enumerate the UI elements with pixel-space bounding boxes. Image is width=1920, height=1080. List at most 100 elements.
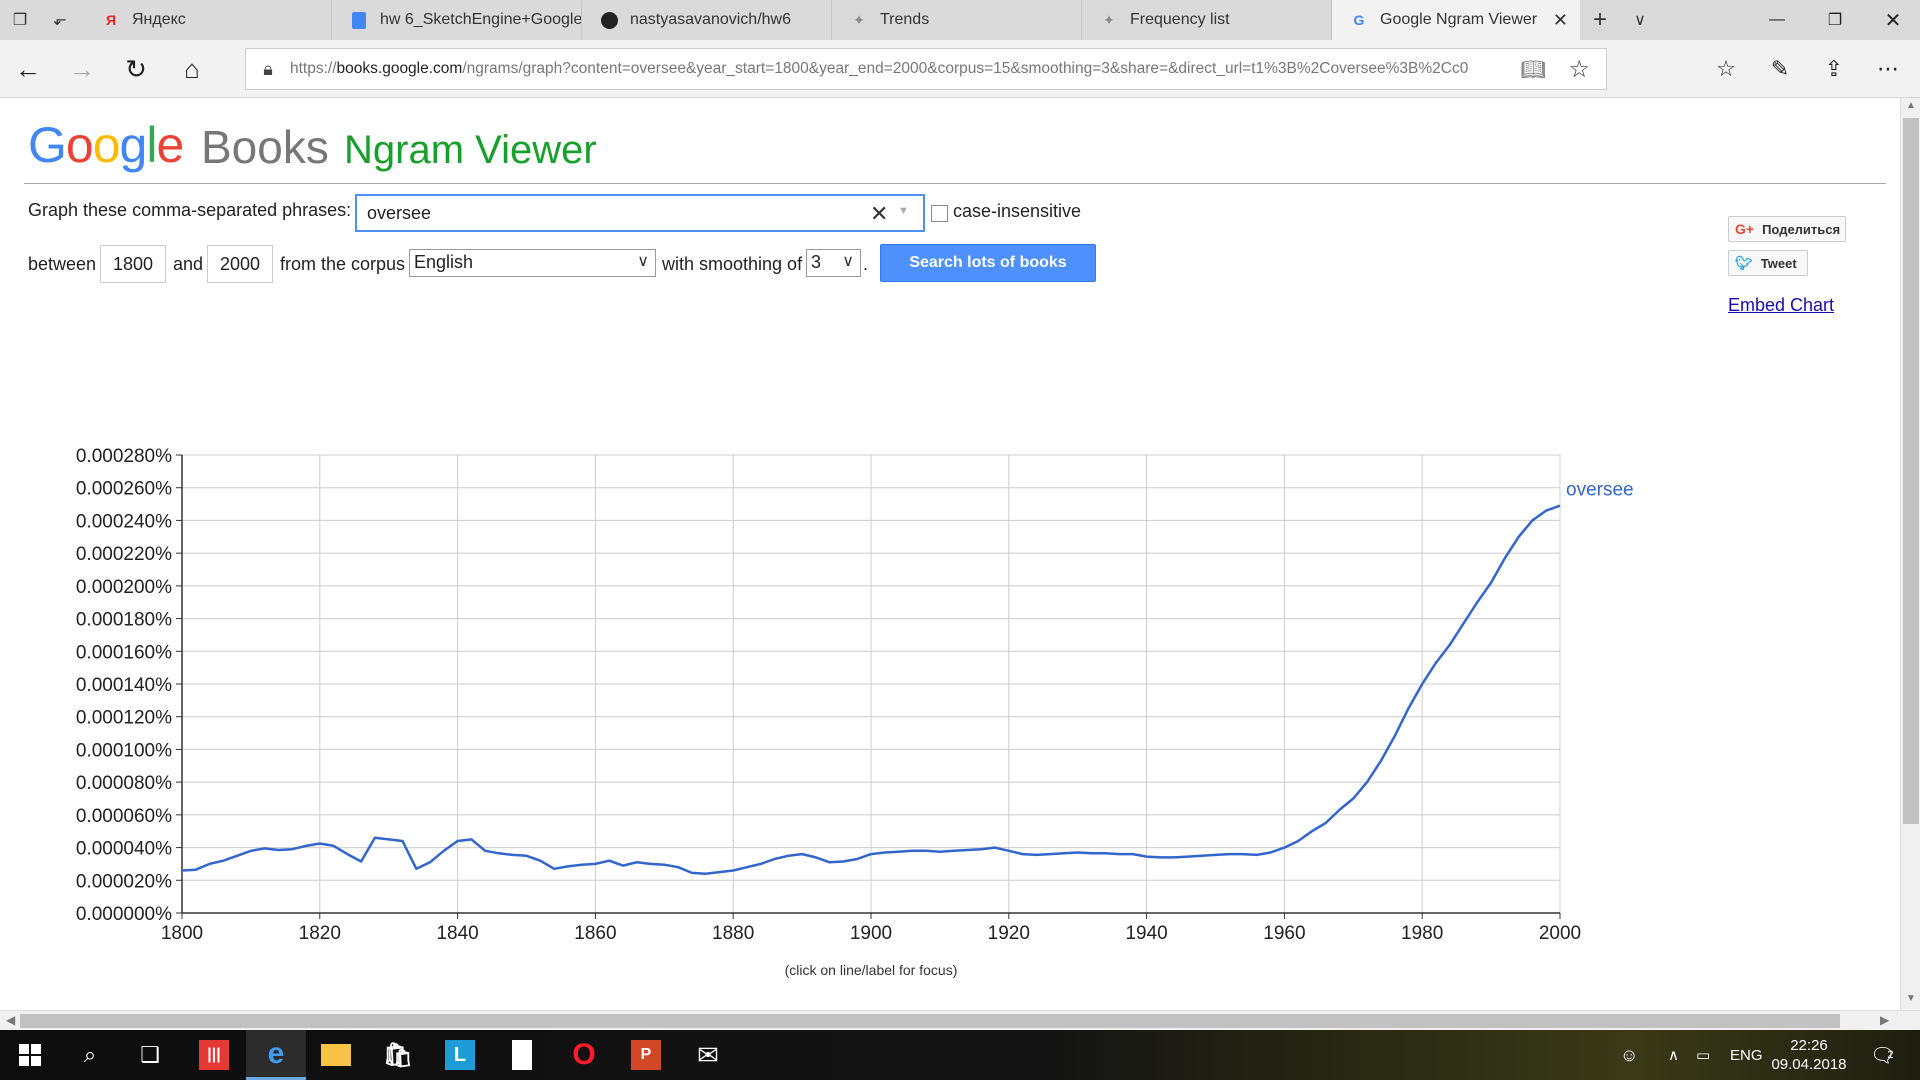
language-indicator[interactable]: ENG [1730, 1046, 1763, 1064]
clock-time: 22:26 [1790, 1037, 1828, 1054]
tweet-label: Tweet [1760, 255, 1797, 271]
corpus-select[interactable]: English ∨ [409, 249, 656, 277]
tab-ngram-viewer[interactable]: G Google Ngram Viewer ✕ [1332, 0, 1580, 40]
x-tick-label: 1880 [712, 923, 754, 944]
tab-manager-icon[interactable]: ❐ [12, 12, 28, 29]
windows-start-icon[interactable] [0, 1030, 60, 1080]
smoothing-select[interactable]: 3 ∨ [806, 249, 861, 277]
docs-icon [350, 11, 368, 29]
y-tick-label: 0.000220% [76, 544, 172, 565]
people-icon[interactable]: ☺ [1620, 1044, 1639, 1065]
tab-trends[interactable]: ✦ Trends [832, 0, 1082, 40]
new-tab-icon[interactable]: + [1592, 6, 1607, 33]
forward-icon[interactable]: → [69, 53, 95, 84]
scroll-down-icon[interactable]: ▼ [1906, 993, 1916, 1004]
search-icon[interactable]: ⌕ [83, 1042, 97, 1067]
restore-icon[interactable]: ❐ [1827, 12, 1843, 29]
google-icon: G [1353, 12, 1365, 28]
tab-label: hw 6_SketchEngine+Google [380, 11, 582, 28]
tab-github[interactable]: nastyasavanovich/hw6 [582, 0, 832, 40]
store-icon[interactable]: 🛍︎ [382, 1041, 414, 1069]
case-insensitive-checkbox[interactable] [931, 205, 948, 222]
share-label: Поделиться [1762, 221, 1841, 237]
corpus-label: from the corpus [280, 254, 406, 274]
url-field[interactable]: 🔒︎ https://books.google.com/ngrams/graph… [245, 48, 1607, 90]
y-tick-label: 0.000020% [76, 871, 172, 892]
notification-icon[interactable]: 🗨︎ 2 [1870, 1044, 1896, 1067]
y-tick-label: 0.000200% [76, 577, 172, 598]
logo-letter: G [28, 117, 67, 173]
chevron-down-icon: ∨ [637, 253, 649, 270]
google-logo[interactable]: Google [28, 116, 184, 174]
opera-icon[interactable]: O [572, 1038, 596, 1071]
favorite-star-icon[interactable]: ☆ [1568, 55, 1590, 83]
battery-icon[interactable]: ▭ [1696, 1047, 1711, 1064]
y-tick-label: 0.000100% [76, 740, 172, 761]
home-icon[interactable]: ⌂ [184, 53, 200, 84]
search-button[interactable]: Search lots of books [880, 244, 1096, 282]
app-red-icon[interactable]: ||| [184, 1030, 244, 1080]
trends-icon: ✦ [853, 11, 865, 28]
lingualeo-icon[interactable]: L [430, 1030, 490, 1080]
chevron-down-icon: ∨ [842, 253, 854, 270]
document-icon[interactable] [492, 1030, 552, 1080]
vertical-scrollbar[interactable]: ▲ ▼ [1900, 98, 1920, 1010]
task-view-icon[interactable]: ❑ [140, 1042, 160, 1067]
tab-sketchengine-doc[interactable]: hw 6_SketchEngine+Google [332, 0, 582, 40]
between-label: between [28, 254, 97, 274]
pen-icon[interactable]: ✎ [1770, 56, 1790, 81]
scroll-up-icon[interactable]: ▲ [1906, 100, 1916, 111]
chart-note: (click on line/label for focus) [785, 962, 958, 978]
embed-chart-link[interactable]: Embed Chart [1728, 295, 1835, 315]
x-tick-label: 1980 [1401, 923, 1443, 944]
tweet-button[interactable]: 🐦︎ Tweet [1728, 250, 1808, 276]
file-explorer-icon[interactable] [306, 1030, 366, 1080]
window-close-icon[interactable]: ✕ [1884, 9, 1902, 32]
y-tick-label: 0.000120% [76, 708, 172, 729]
back-icon[interactable]: ← [15, 53, 41, 84]
tabs-aside-icon[interactable]: ⬐ [53, 12, 67, 29]
tab-bar: ❐ ⬐ Я Яндекс hw 6_SketchEngine+Google na… [0, 0, 1920, 40]
powerpoint-icon[interactable]: P [616, 1030, 676, 1080]
series-label[interactable]: oversee [1566, 480, 1634, 501]
refresh-icon[interactable]: ↻ [125, 53, 147, 84]
clear-icon[interactable]: ✕ [870, 201, 889, 226]
mail-icon[interactable]: ✉ [697, 1039, 719, 1070]
x-tick-label: 2000 [1539, 923, 1581, 944]
ngram-chart[interactable]: 0.000000% 0.000020% 0.000040% 0.000060% 0.00… [0, 338, 1700, 978]
close-icon[interactable]: ✕ [1552, 9, 1568, 30]
query-input[interactable]: oversee [355, 194, 925, 232]
chevron-up-icon[interactable]: ∧ [1668, 1047, 1679, 1064]
dropdown-arrow-icon[interactable]: ▼ [898, 205, 909, 217]
y-tick-label: 0.000060% [76, 806, 172, 827]
tab-yandex[interactable]: Я Яндекс [84, 0, 332, 40]
edge-icon[interactable]: e [246, 1030, 306, 1080]
gplus-share-button[interactable]: G+ Поделиться [1728, 216, 1846, 242]
x-tick-label: 1860 [574, 923, 616, 944]
logo-letter: o [92, 117, 121, 173]
tab-frequency-list[interactable]: ✦ Frequency list [1082, 0, 1332, 40]
divider [24, 183, 1886, 184]
chevron-down-icon[interactable]: ∨ [1634, 12, 1646, 29]
year-end-input[interactable]: 2000 [207, 245, 273, 283]
series-line-oversee[interactable] [181, 504, 1561, 875]
page-title: Ngram Viewer [344, 128, 597, 172]
lock-icon: 🔒︎ [263, 58, 273, 79]
scroll-left-icon[interactable]: ◀ [6, 1013, 16, 1027]
favorites-hub-icon[interactable]: ☆ [1716, 56, 1736, 81]
share-icon[interactable]: ⇪ [1824, 56, 1844, 81]
scroll-right-icon[interactable]: ▶ [1880, 1013, 1890, 1027]
tab-label: nastyasavanovich/hw6 [630, 11, 791, 28]
reading-view-icon[interactable]: 📖︎ [1520, 58, 1546, 81]
minimize-icon[interactable]: — [1769, 11, 1785, 28]
more-icon[interactable]: ⋯ [1877, 56, 1899, 81]
year-start-input[interactable]: 1800 [100, 245, 166, 283]
page-content: Google Books Ngram Viewer Graph these co… [0, 98, 1900, 1010]
url-text[interactable]: https://books.google.com/ngrams/graph?co… [290, 60, 1469, 77]
tab-label: Frequency list [1130, 11, 1230, 28]
clock[interactable]: 22:26 09.04.2018 [1764, 1036, 1854, 1074]
twitter-icon: 🐦︎ [1735, 254, 1753, 271]
horizontal-scrollbar[interactable]: ◀ ▶ [0, 1010, 1920, 1030]
scroll-thumb[interactable] [20, 1014, 1840, 1028]
scroll-thumb[interactable] [1903, 118, 1919, 824]
